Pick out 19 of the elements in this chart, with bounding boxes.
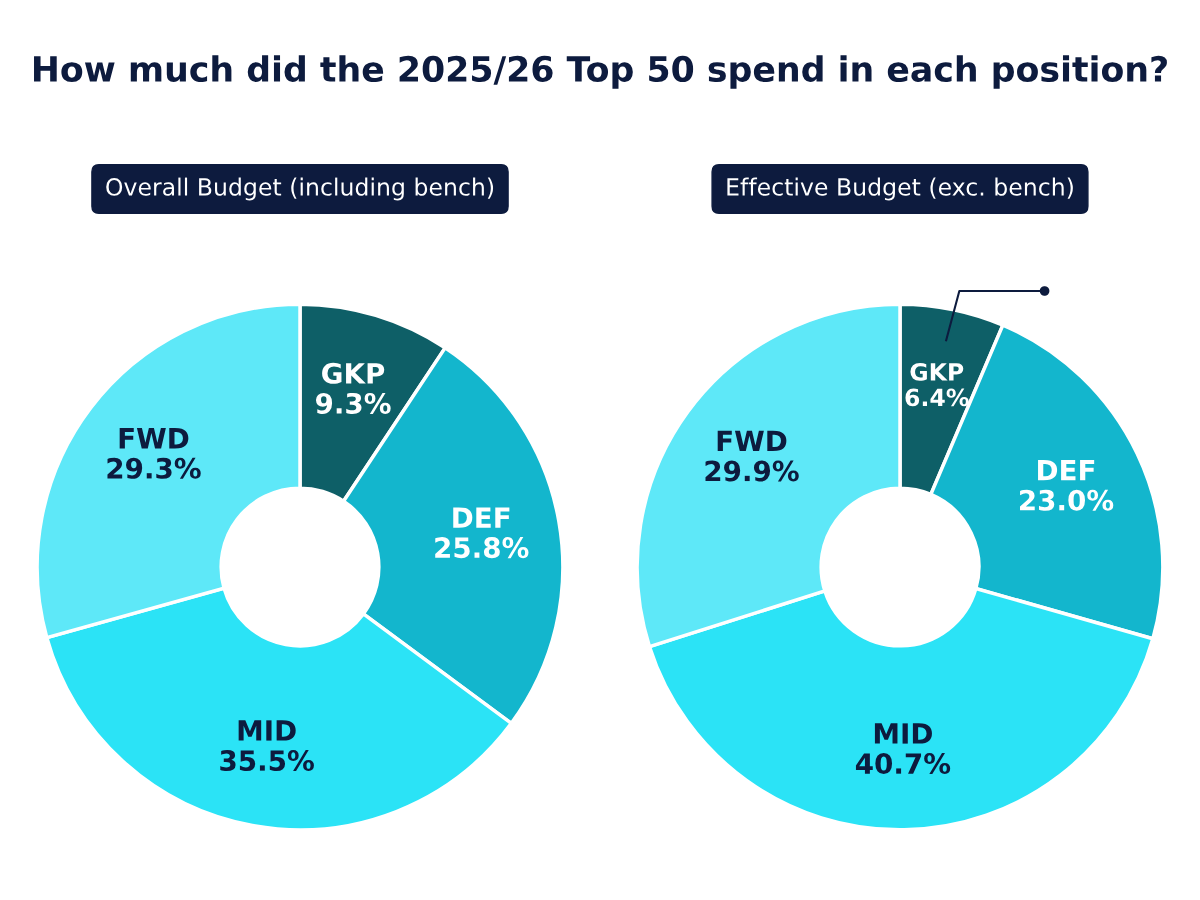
chart-title: How much did the 2025/26 Top 50 spend in each position? [34, 55, 1167, 89]
chart-subtitle: Effective Budget (exc. bench) [727, 177, 1073, 201]
data-label: 29.3% [107, 457, 201, 479]
data-label: 23.0% [1020, 489, 1114, 511]
data-label: 40.7% [855, 753, 951, 775]
slice-label: MID [238, 720, 296, 741]
slice-label: GKP [910, 362, 964, 381]
slice-label: GKP [322, 362, 385, 384]
data-label: 29.9% [705, 460, 799, 482]
data-label: 35.5% [220, 750, 314, 772]
slice-label: DEF [453, 507, 510, 528]
slice-label: FWD [119, 428, 189, 449]
chart-subtitle: Overall Budget (including bench) [106, 177, 494, 201]
slice-label: DEF [1038, 460, 1095, 481]
slice-label: MID [874, 723, 932, 744]
data-label: 9.3% [315, 392, 391, 414]
slice-label: FWD [717, 430, 787, 452]
data-label: 6.4% [905, 388, 969, 407]
data-label: 25.8% [435, 537, 529, 559]
